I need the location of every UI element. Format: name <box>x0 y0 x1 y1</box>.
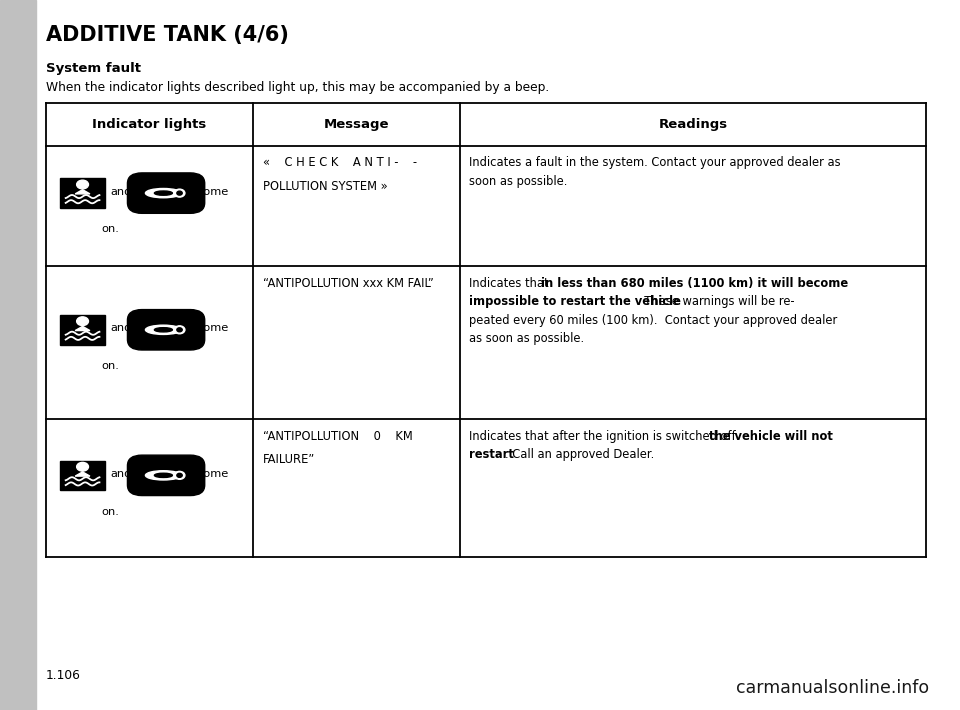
Text: When the indicator lights described light up, this may be accompanied by a beep.: When the indicator lights described ligh… <box>46 81 549 94</box>
Text: in less than 680 miles (1100 km) it will become: in less than 680 miles (1100 km) it will… <box>541 277 849 290</box>
Circle shape <box>177 474 182 477</box>
Polygon shape <box>75 327 90 331</box>
Text: and: and <box>110 469 132 479</box>
Polygon shape <box>75 190 90 194</box>
Bar <box>60 178 105 208</box>
Text: Indicates that after the ignition is switched off: Indicates that after the ignition is swi… <box>469 430 740 442</box>
Text: Readings: Readings <box>659 118 728 131</box>
FancyBboxPatch shape <box>128 310 204 350</box>
FancyBboxPatch shape <box>128 455 204 496</box>
Text: come: come <box>198 187 229 197</box>
Text: as soon as possible.: as soon as possible. <box>469 332 585 345</box>
Circle shape <box>174 326 185 334</box>
Circle shape <box>174 471 185 479</box>
Text: . Call an approved Dealer.: . Call an approved Dealer. <box>505 448 655 461</box>
Text: Indicates that: Indicates that <box>469 277 553 290</box>
Text: and: and <box>110 187 132 197</box>
Text: peated every 60 miles (100 km).  Contact your approved dealer: peated every 60 miles (100 km). Contact … <box>469 314 838 327</box>
Ellipse shape <box>155 191 173 195</box>
Text: System fault: System fault <box>46 62 141 75</box>
Circle shape <box>77 462 88 471</box>
Ellipse shape <box>145 325 181 334</box>
Text: ADDITIVE TANK (4/6): ADDITIVE TANK (4/6) <box>46 25 289 45</box>
Bar <box>60 461 105 490</box>
Ellipse shape <box>145 471 181 480</box>
Text: “ANTIPOLLUTION xxx KM FAIL”: “ANTIPOLLUTION xxx KM FAIL” <box>262 277 433 290</box>
Text: restart: restart <box>469 448 515 461</box>
Text: FAILURE”: FAILURE” <box>262 453 315 466</box>
Bar <box>60 315 105 344</box>
Text: POLLUTION SYSTEM »: POLLUTION SYSTEM » <box>262 180 387 192</box>
Text: soon as possible.: soon as possible. <box>469 175 567 187</box>
Circle shape <box>177 328 182 332</box>
Text: Indicator lights: Indicator lights <box>92 118 206 131</box>
Ellipse shape <box>155 328 173 332</box>
FancyBboxPatch shape <box>128 173 204 213</box>
Text: . These warnings will be re-: . These warnings will be re- <box>637 295 795 308</box>
Polygon shape <box>75 472 90 476</box>
Circle shape <box>177 191 182 195</box>
Circle shape <box>77 317 88 326</box>
Text: the vehicle will not: the vehicle will not <box>709 430 833 442</box>
Text: and: and <box>110 323 132 334</box>
Text: come: come <box>198 323 229 334</box>
Circle shape <box>77 180 88 189</box>
Text: Message: Message <box>324 118 389 131</box>
Text: carmanualsonline.info: carmanualsonline.info <box>736 679 929 697</box>
Text: “ANTIPOLLUTION    0    KM: “ANTIPOLLUTION 0 KM <box>262 430 412 442</box>
Ellipse shape <box>155 474 173 477</box>
Circle shape <box>174 189 185 197</box>
Text: 1.106: 1.106 <box>46 669 81 682</box>
Text: impossible to restart the vehicle: impossible to restart the vehicle <box>469 295 682 308</box>
Text: on.: on. <box>102 224 120 234</box>
Text: «    C H E C K    A N T I -    -: « C H E C K A N T I - - <box>262 156 417 169</box>
Text: on.: on. <box>102 361 120 371</box>
Text: come: come <box>198 469 229 479</box>
Bar <box>0 0 36 710</box>
Text: Indicates a fault in the system. Contact your approved dealer as: Indicates a fault in the system. Contact… <box>469 156 841 169</box>
Text: on.: on. <box>102 507 120 517</box>
Ellipse shape <box>145 188 181 198</box>
